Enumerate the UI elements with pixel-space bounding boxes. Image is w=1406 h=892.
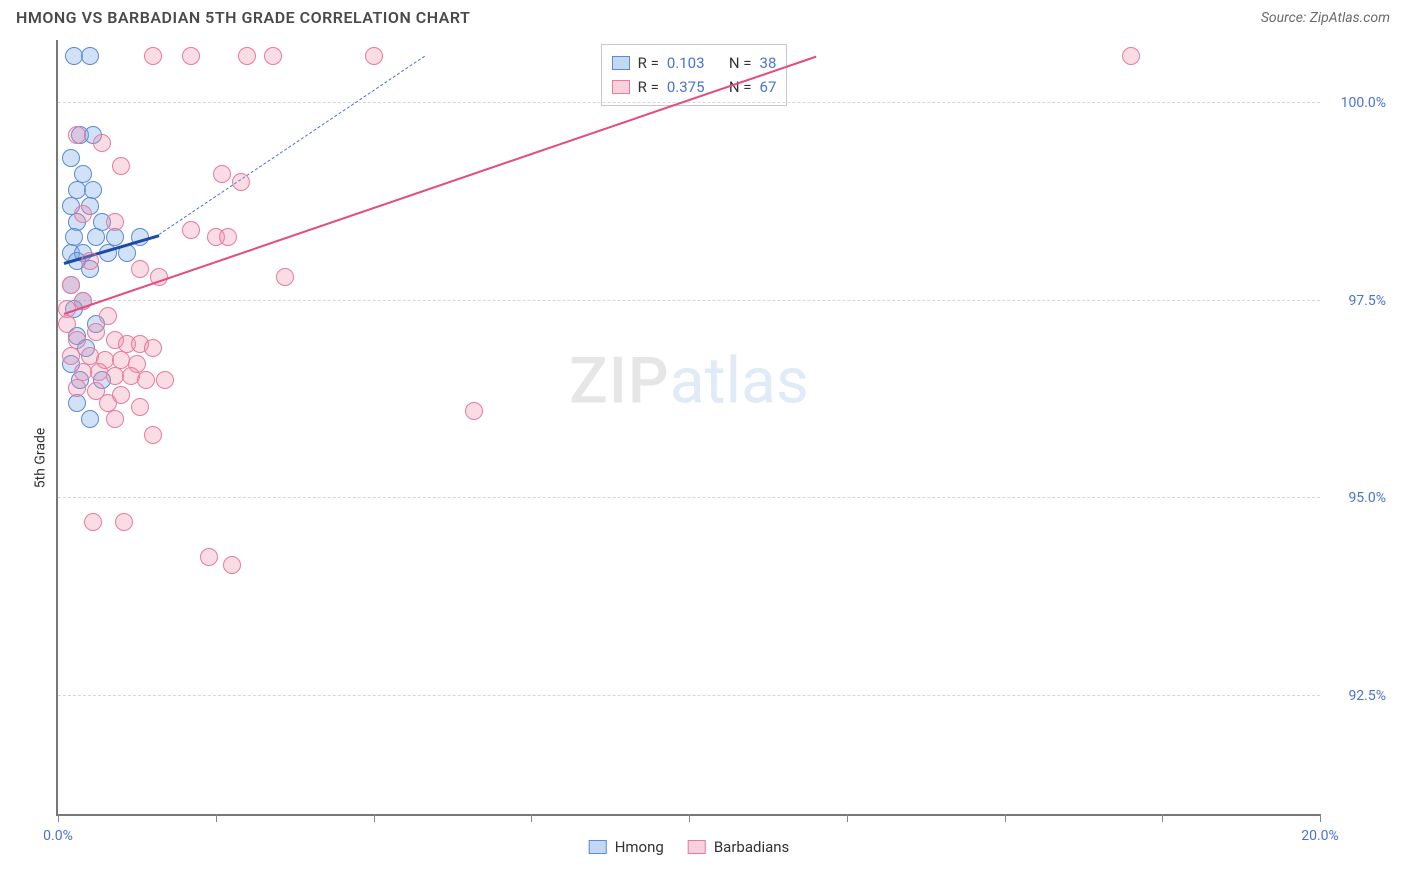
gridline: [58, 695, 1320, 696]
legend-r-label: R =: [638, 75, 659, 99]
chart-container: 5th Grade ZIPatlas R =0.103N =38R =0.375…: [16, 40, 1390, 876]
legend-swatch: [612, 56, 630, 70]
data-point: [200, 548, 218, 566]
legend-n-value: 67: [760, 75, 777, 99]
data-point: [144, 339, 162, 357]
data-point: [74, 205, 92, 223]
data-point: [68, 126, 86, 144]
data-point: [81, 47, 99, 65]
legend-swatch: [589, 840, 607, 854]
data-point: [115, 513, 133, 531]
data-point: [131, 260, 149, 278]
x-tick: [1320, 814, 1321, 822]
data-point: [68, 394, 86, 412]
data-point: [276, 268, 294, 286]
data-point: [213, 165, 231, 183]
x-tick: [1005, 814, 1006, 822]
series-name: Hmong: [615, 838, 664, 856]
watermark-atlas: atlas: [670, 343, 809, 418]
data-point: [62, 347, 80, 365]
data-point: [156, 371, 174, 389]
data-point: [238, 47, 256, 65]
legend-row: R =0.103N =38: [612, 51, 777, 75]
source-label: Source: ZipAtlas.com: [1261, 10, 1390, 26]
data-point: [182, 47, 200, 65]
legend-swatch: [688, 840, 706, 854]
data-point: [62, 149, 80, 167]
series-name: Barbadians: [714, 838, 789, 856]
y-tick-label: 92.5%: [1326, 688, 1386, 704]
series-legend: Hmong Barbadians: [589, 838, 790, 856]
legend-swatch: [612, 80, 630, 94]
plot-area: ZIPatlas R =0.103N =38R =0.375N =67 Hmon…: [56, 40, 1320, 816]
x-tick-label: 0.0%: [43, 828, 73, 844]
data-point: [81, 410, 99, 428]
chart-title: HMONG VS BARBADIAN 5TH GRADE CORRELATION…: [16, 8, 470, 27]
data-point: [68, 379, 86, 397]
data-point: [465, 402, 483, 420]
data-point: [1122, 47, 1140, 65]
data-point: [232, 173, 250, 191]
data-point: [131, 398, 149, 416]
data-point: [144, 47, 162, 65]
data-point: [264, 47, 282, 65]
data-point: [182, 221, 200, 239]
y-tick-label: 97.5%: [1326, 293, 1386, 309]
y-tick-label: 100.0%: [1326, 95, 1386, 111]
data-point: [84, 513, 102, 531]
x-tick: [374, 814, 375, 822]
gridline: [58, 497, 1320, 498]
legend-n-label: N =: [729, 51, 752, 75]
data-point: [62, 276, 80, 294]
x-tick: [847, 814, 848, 822]
watermark-zip: ZIP: [569, 343, 670, 418]
gridline: [58, 300, 1320, 301]
y-axis-label: 5th Grade: [32, 428, 48, 489]
data-point: [219, 228, 237, 246]
data-point: [106, 213, 124, 231]
x-tick: [216, 814, 217, 822]
trend-line-ext: [159, 56, 425, 235]
x-tick: [689, 814, 690, 822]
watermark: ZIPatlas: [569, 343, 809, 418]
gridline: [58, 102, 1320, 103]
x-tick: [58, 814, 59, 822]
legend-r-value: 0.103: [667, 51, 713, 75]
series-legend-item: Hmong: [589, 838, 664, 856]
x-tick: [531, 814, 532, 822]
data-point: [87, 323, 105, 341]
data-point: [137, 371, 155, 389]
data-point: [106, 410, 124, 428]
trend-line: [64, 56, 817, 315]
data-point: [223, 556, 241, 574]
x-tick: [1162, 814, 1163, 822]
data-point: [365, 47, 383, 65]
data-point: [93, 134, 111, 152]
data-point: [81, 252, 99, 270]
x-tick-label: 20.0%: [1301, 828, 1339, 844]
legend-r-label: R =: [638, 51, 659, 75]
series-legend-item: Barbadians: [688, 838, 789, 856]
data-point: [87, 228, 105, 246]
data-point: [144, 426, 162, 444]
y-tick-label: 95.0%: [1326, 490, 1386, 506]
data-point: [112, 157, 130, 175]
data-point: [99, 307, 117, 325]
